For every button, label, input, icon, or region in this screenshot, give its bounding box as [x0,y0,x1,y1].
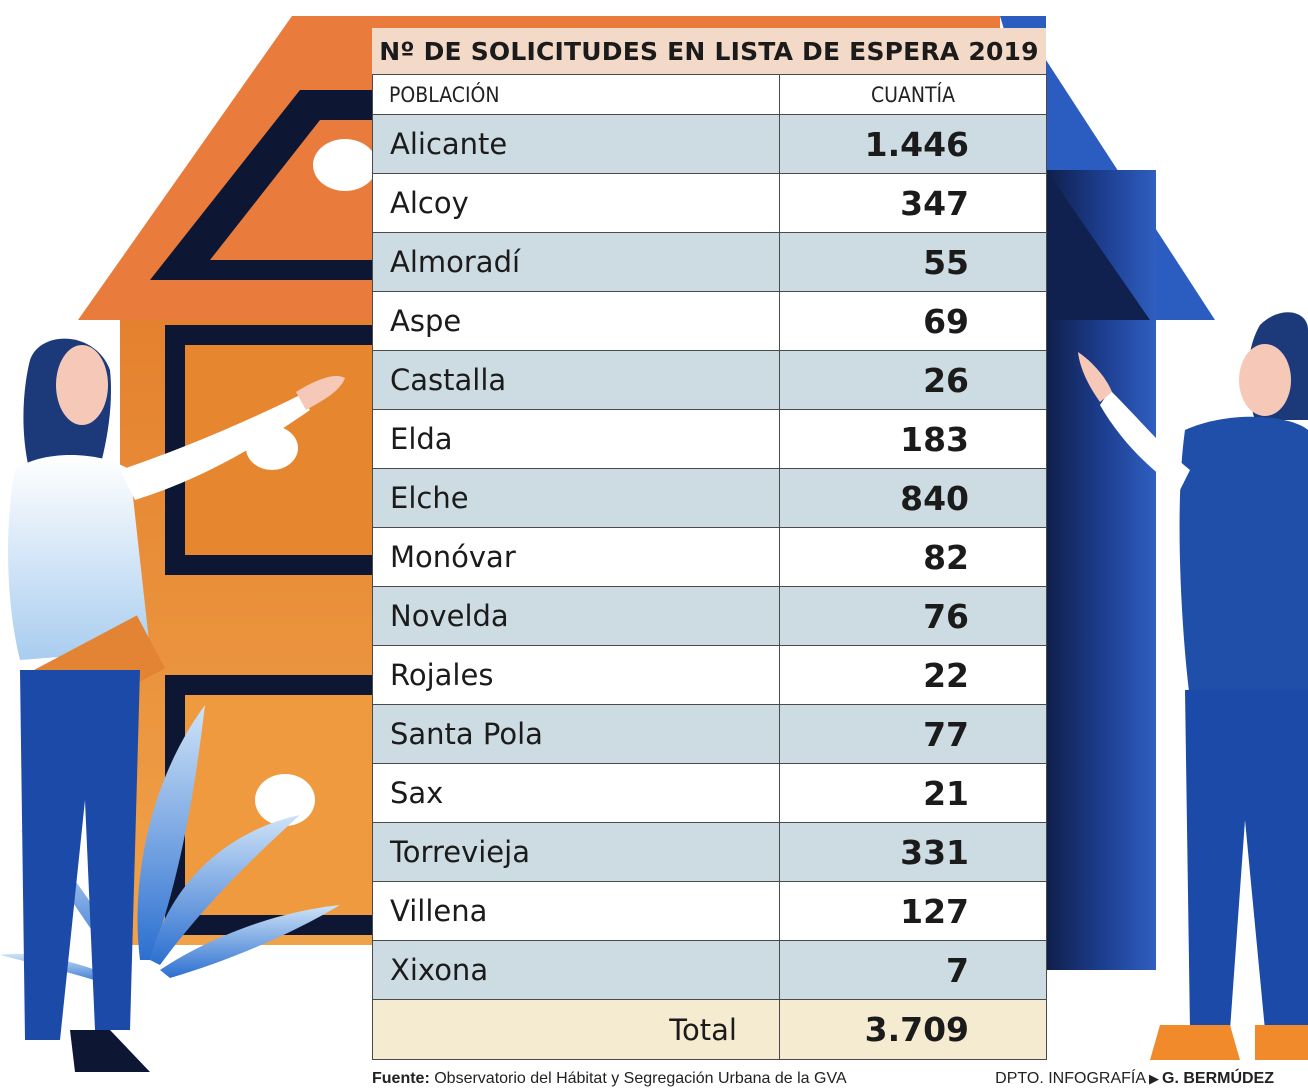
city-cell: Xixona [372,940,780,1000]
value-cell: 347 [779,173,1047,233]
value-cell: 22 [779,645,1047,705]
table-row: Santa Pola 77 [372,704,1047,764]
table-row: Almoradí 55 [372,232,1047,292]
table-row: Alcoy 347 [372,173,1047,233]
value-cell: 331 [779,822,1047,882]
city-cell: Monóvar [372,527,780,587]
city-cell: Castalla [372,350,780,410]
total-label: Total [372,999,780,1060]
table-row: Monóvar 82 [372,527,1047,587]
city-cell: Novelda [372,586,780,646]
table-row: Elda 183 [372,409,1047,469]
column-header-poblacion: POBLACIÓN [372,74,780,115]
value-cell: 77 [779,704,1047,764]
blue-house-illustration [1000,16,1215,970]
table-row: Castalla 26 [372,350,1047,410]
table-body: Alicante 1.446 Alcoy 347 Almoradí 55 Aspe 69 Cas… [372,114,1047,1000]
arrow-right-icon: ▶ [1149,1071,1159,1086]
city-cell: Rojales [372,645,780,705]
total-row: Total 3.709 [372,999,1047,1060]
city-cell: Almoradí [372,232,780,292]
table-row: Sax 21 [372,763,1047,823]
city-cell: Alcoy [372,173,780,233]
table-row: Xixona 7 [372,940,1047,1000]
man-illustration [1078,312,1308,1060]
table-row: Aspe 69 [372,291,1047,351]
table-header-row: POBLACIÓN CUANTÍA [372,74,1047,115]
value-cell: 1.446 [779,114,1047,174]
city-cell: Elche [372,468,780,528]
value-cell: 21 [779,763,1047,823]
city-cell: Aspe [372,291,780,351]
city-cell: Villena [372,881,780,941]
value-cell: 183 [779,409,1047,469]
dept-label: DPTO. INFOGRAFÍA [995,1070,1146,1087]
column-header-cuantia: CUANTÍA [779,74,1047,115]
value-cell: 69 [779,291,1047,351]
footer-credit: DPTO. INFOGRAFÍA ▶ G. BERMÚDEZ [995,1070,1274,1088]
woman-illustration [8,338,345,1072]
table-row: Novelda 76 [372,586,1047,646]
table-row: Rojales 22 [372,645,1047,705]
footer-source: Fuente: Observatorio del Hábitat y Segre… [372,1070,847,1088]
table-row: Villena 127 [372,881,1047,941]
table-row: Torrevieja 331 [372,822,1047,882]
value-cell: 840 [779,468,1047,528]
chart-title-bar: Nº DE SOLICITUDES EN LISTA DE ESPERA 201… [372,28,1046,74]
total-value: 3.709 [779,999,1047,1060]
table-row: Alicante 1.446 [372,114,1047,174]
source-text: Observatorio del Hábitat y Segregación U… [434,1070,847,1087]
value-cell: 26 [779,350,1047,410]
source-label: Fuente: [372,1070,430,1087]
chart-title: Nº DE SOLICITUDES EN LISTA DE ESPERA 201… [379,36,1039,66]
value-cell: 127 [779,881,1047,941]
author-label: G. BERMÚDEZ [1162,1070,1274,1087]
city-cell: Torrevieja [372,822,780,882]
city-cell: Sax [372,763,780,823]
value-cell: 82 [779,527,1047,587]
city-cell: Santa Pola [372,704,780,764]
city-cell: Elda [372,409,780,469]
table-row: Elche 840 [372,468,1047,528]
value-cell: 76 [779,586,1047,646]
data-table: POBLACIÓN CUANTÍA Alicante 1.446 Alcoy 347 A… [372,74,1047,1060]
city-cell: Alicante [372,114,780,174]
value-cell: 55 [779,232,1047,292]
value-cell: 7 [779,940,1047,1000]
